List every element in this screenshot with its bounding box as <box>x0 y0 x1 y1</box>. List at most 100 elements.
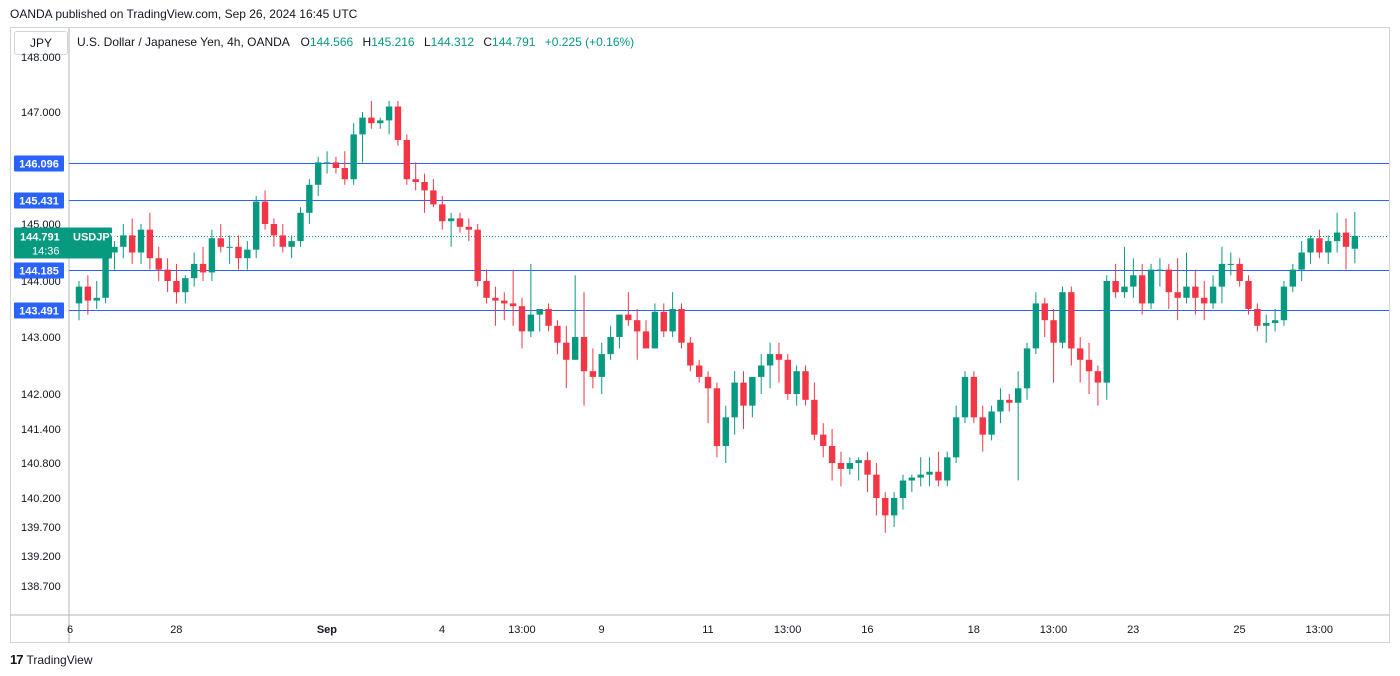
candle-body-up <box>137 229 145 253</box>
candle-body-up <box>1014 388 1022 403</box>
candle-body-up <box>527 314 535 332</box>
candle-body-up <box>908 477 916 481</box>
x-tick-label: 25 <box>1233 624 1245 636</box>
candle-body-down <box>633 320 641 332</box>
candle-body-down <box>270 224 278 236</box>
candle-body-up <box>598 354 605 377</box>
candle-body-up <box>190 263 198 279</box>
candle-body-up <box>323 162 331 164</box>
x-tick-label: 13:00 <box>1305 624 1333 636</box>
bar-countdown: 14:36 <box>32 246 60 258</box>
candle-body-up <box>1059 292 1066 343</box>
candle-body-up <box>952 417 960 458</box>
candle-body-up <box>890 498 898 516</box>
y-tick-label: 140.800 <box>21 458 61 470</box>
legend-high-label: H <box>362 35 372 49</box>
candle-body-down <box>828 446 836 463</box>
candle-body-down <box>820 434 827 446</box>
candle-body-down <box>589 371 597 377</box>
candle-body-down <box>368 117 375 124</box>
candle-body-down <box>545 309 552 326</box>
candle-body-down <box>1192 286 1199 298</box>
candle-body-down <box>554 325 561 343</box>
candle-body-down <box>279 235 286 247</box>
candle-body-down <box>1245 281 1252 309</box>
candle-body-up <box>1023 348 1031 389</box>
candle-body-down <box>687 342 694 366</box>
candle-body-down <box>1236 263 1243 281</box>
x-tick-label: 13:00 <box>774 624 802 636</box>
candle-body-up <box>93 297 100 301</box>
candle-body-up <box>669 309 676 332</box>
candle-body-up <box>377 120 384 124</box>
candle-body-down <box>261 201 269 224</box>
candle-body-down <box>1139 275 1146 304</box>
candle-body-up <box>1032 303 1040 349</box>
candle-body-down <box>1006 399 1013 403</box>
legend-close-value: 144.791 <box>492 35 536 49</box>
candle-body-down <box>740 382 747 406</box>
candle-body-up <box>846 463 854 469</box>
candle-body-up <box>607 337 614 355</box>
x-tick-label: 23 <box>1127 624 1139 636</box>
legend-high-value: 145.216 <box>371 35 415 49</box>
candle-body-down <box>1201 297 1208 304</box>
candle-body-down <box>935 471 942 481</box>
candle-body-up <box>1183 286 1190 298</box>
y-tick-label: 141.400 <box>21 424 61 436</box>
y-tick-label: 144.000 <box>21 276 61 288</box>
candle-body-down <box>811 399 818 435</box>
candle-body-up <box>385 106 393 121</box>
legend-open-value: 144.566 <box>309 35 354 49</box>
candle-body-up <box>297 212 304 242</box>
candle-body-up <box>651 311 659 349</box>
candle-body-down <box>164 269 171 281</box>
currency-unit-box[interactable]: JPY <box>14 31 68 55</box>
level-tag <box>14 302 64 319</box>
candle-body-down <box>1254 309 1261 326</box>
candle-body-up <box>926 471 933 475</box>
candle-body-down <box>146 229 154 259</box>
candle-body-up <box>944 457 951 481</box>
candle-body-up <box>182 278 189 293</box>
level-tag <box>14 192 64 209</box>
candle-body-down <box>979 417 986 435</box>
candle-body-up <box>1271 320 1279 323</box>
candle-body-down <box>509 303 517 307</box>
candle-body-down <box>465 226 473 230</box>
candle-body-down <box>678 309 685 343</box>
candle-body-up <box>1333 232 1341 242</box>
candle-body-down <box>1174 292 1181 298</box>
candle-body-down <box>1316 238 1323 253</box>
candle-body-up <box>536 309 543 315</box>
x-tick-label: 28 <box>170 624 182 636</box>
candle-body-down <box>1050 320 1057 343</box>
candle-body-up <box>447 218 455 222</box>
candle-body-up <box>1130 275 1137 287</box>
candle-body-down <box>704 376 712 389</box>
candle-body-down <box>430 190 437 205</box>
level-tag-label: 143.491 <box>19 306 59 318</box>
candle-body-up <box>226 246 233 248</box>
candle-body-down <box>696 365 703 377</box>
candle-body-up <box>306 184 313 213</box>
candle-body-up <box>1209 286 1217 304</box>
candle-body-up <box>1351 235 1359 249</box>
candle-body-up <box>1280 286 1288 321</box>
x-tick-label: 4 <box>439 624 445 636</box>
level-tag-label: 144.185 <box>19 266 59 278</box>
x-tick-label: Sep <box>317 624 337 636</box>
candle-body-down <box>784 359 791 394</box>
brand-name: TradingView <box>26 652 93 667</box>
legend-open-label: O <box>300 35 310 49</box>
candle-body-up <box>1227 263 1234 265</box>
x-tick-label: 9 <box>599 624 605 636</box>
candle-body-down <box>625 314 632 321</box>
candle-body-down <box>412 179 419 182</box>
candle-body-up <box>616 314 623 337</box>
legend-low-value: 144.312 <box>430 35 475 49</box>
last-price-symbol: USDJPY <box>73 232 118 244</box>
chart-area[interactable] <box>10 27 1390 643</box>
legend-low-label: L <box>423 35 431 49</box>
